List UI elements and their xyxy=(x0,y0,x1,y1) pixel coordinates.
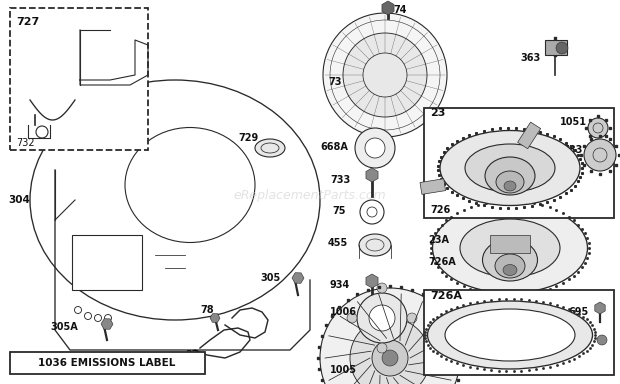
Text: 455: 455 xyxy=(328,238,348,248)
Text: 732: 732 xyxy=(16,138,35,148)
Text: 78: 78 xyxy=(200,305,214,315)
Ellipse shape xyxy=(445,309,575,361)
Bar xyxy=(518,122,541,149)
Text: 695: 695 xyxy=(568,307,588,317)
Ellipse shape xyxy=(503,265,517,275)
Text: 1005: 1005 xyxy=(330,365,357,375)
Bar xyxy=(72,235,142,290)
Text: 726: 726 xyxy=(430,205,450,215)
Circle shape xyxy=(407,313,417,323)
Ellipse shape xyxy=(440,131,580,205)
Circle shape xyxy=(357,293,407,343)
Text: 1006: 1006 xyxy=(330,307,357,317)
Text: 668A: 668A xyxy=(320,142,348,152)
Ellipse shape xyxy=(496,171,524,193)
Circle shape xyxy=(347,313,357,323)
Text: 363: 363 xyxy=(520,53,540,63)
Circle shape xyxy=(377,283,387,293)
Text: 783: 783 xyxy=(562,145,582,155)
Circle shape xyxy=(372,340,408,376)
Text: 74: 74 xyxy=(393,5,407,15)
Text: 23: 23 xyxy=(430,108,445,118)
Circle shape xyxy=(343,33,427,117)
Circle shape xyxy=(588,118,608,138)
Bar xyxy=(424,290,614,375)
Circle shape xyxy=(556,42,568,54)
Bar xyxy=(10,8,148,150)
Text: 305: 305 xyxy=(260,273,280,283)
Ellipse shape xyxy=(428,301,593,369)
Bar xyxy=(10,352,205,374)
Text: 304: 304 xyxy=(8,195,30,205)
Bar xyxy=(490,235,530,253)
Text: 733: 733 xyxy=(330,175,350,185)
Bar xyxy=(545,40,567,55)
Circle shape xyxy=(584,139,616,171)
Ellipse shape xyxy=(433,203,588,293)
Ellipse shape xyxy=(504,181,516,191)
Text: 726A: 726A xyxy=(430,291,462,301)
Ellipse shape xyxy=(465,144,555,192)
Text: 75: 75 xyxy=(332,206,345,216)
Text: 37: 37 xyxy=(185,350,198,360)
Ellipse shape xyxy=(485,157,535,195)
Text: 305A: 305A xyxy=(50,322,78,332)
Circle shape xyxy=(320,288,460,384)
Circle shape xyxy=(377,343,387,353)
Circle shape xyxy=(350,318,430,384)
Ellipse shape xyxy=(495,254,525,278)
Circle shape xyxy=(365,138,385,158)
Text: eReplacementParts.com: eReplacementParts.com xyxy=(234,189,386,202)
Text: 1051: 1051 xyxy=(560,117,587,127)
Text: 165: 165 xyxy=(568,335,588,345)
Text: 727: 727 xyxy=(16,17,39,27)
Bar xyxy=(424,108,614,218)
Ellipse shape xyxy=(359,234,391,256)
Bar xyxy=(420,179,446,194)
Circle shape xyxy=(382,350,398,366)
Circle shape xyxy=(355,128,395,168)
Text: 73: 73 xyxy=(328,77,342,87)
Ellipse shape xyxy=(482,239,538,281)
Ellipse shape xyxy=(255,139,285,157)
Circle shape xyxy=(597,335,607,345)
Ellipse shape xyxy=(460,219,560,277)
Circle shape xyxy=(323,13,447,137)
Text: 1036 EMISSIONS LABEL: 1036 EMISSIONS LABEL xyxy=(38,358,175,368)
Text: 726A: 726A xyxy=(428,257,456,267)
Text: 729: 729 xyxy=(238,133,259,143)
Text: 934: 934 xyxy=(330,280,350,290)
Circle shape xyxy=(369,305,395,331)
Text: 23A: 23A xyxy=(428,235,449,245)
